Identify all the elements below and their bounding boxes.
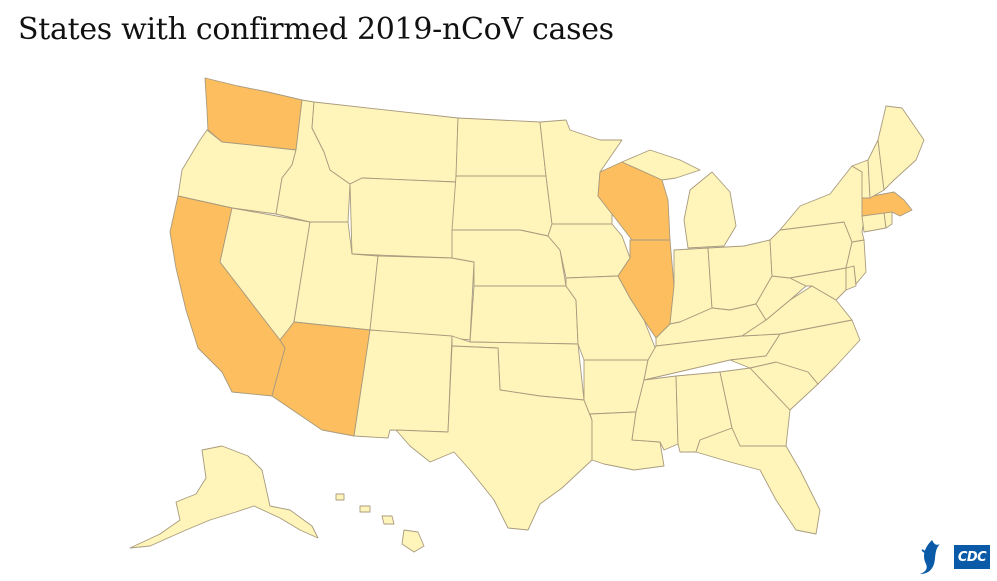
state-maine[interactable] [877, 105, 925, 191]
state-washington[interactable] [204, 77, 303, 151]
state-south-dakota[interactable] [451, 175, 553, 237]
state-hawaii-kauai[interactable] [335, 493, 345, 501]
state-wyoming[interactable] [349, 177, 457, 259]
state-illinois[interactable] [617, 239, 675, 339]
state-michigan[interactable] [683, 171, 737, 249]
state-vermont[interactable] [851, 159, 871, 199]
state-new-mexico[interactable] [353, 329, 453, 439]
state-kansas[interactable] [469, 285, 579, 345]
state-north-dakota[interactable] [455, 117, 547, 177]
state-hawaii-oahu[interactable] [359, 505, 371, 513]
state-florida[interactable] [695, 427, 821, 535]
state-alaska[interactable] [129, 445, 319, 549]
state-texas[interactable] [395, 345, 593, 531]
state-hawaii-maui[interactable] [381, 515, 395, 525]
hhs-eagle-icon [920, 540, 940, 574]
map-title: States with confirmed 2019-nCoV cases [18, 12, 614, 47]
state-massachusetts[interactable] [861, 191, 913, 217]
state-michigan-upper[interactable] [621, 149, 701, 181]
cdc-logo: CDC [954, 545, 990, 569]
state-colorado[interactable] [369, 255, 475, 341]
state-hawaii[interactable] [401, 529, 425, 553]
hhs-eagle-icon [914, 538, 994, 576]
state-arizona[interactable] [271, 321, 371, 437]
state-louisiana[interactable] [589, 411, 665, 471]
state-montana[interactable] [311, 101, 459, 185]
